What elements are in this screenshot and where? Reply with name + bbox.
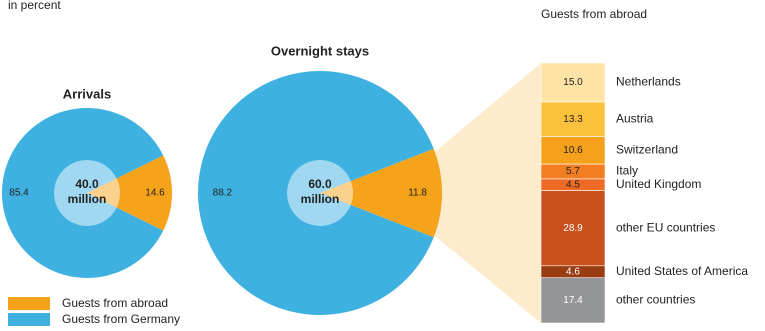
pie-value-label: 11.8: [408, 188, 427, 199]
center-unit: million: [68, 192, 107, 206]
bar-title: Guests from abroad: [541, 7, 647, 21]
center-unit: million: [301, 192, 340, 206]
bar-category-label: other countries: [616, 293, 695, 307]
bar-value-label: 15.0: [563, 77, 583, 88]
legend-swatch: [8, 297, 50, 310]
bar-value-label: 4.5: [566, 179, 580, 190]
connector-fan: [435, 63, 541, 323]
bar-value-label: 13.3: [563, 114, 583, 125]
bar-value-label: 5.7: [566, 166, 580, 177]
bar-category-label: Switzerland: [616, 143, 678, 157]
bar-segment: [540, 101, 606, 137]
pie-value-label: 14.6: [145, 188, 165, 199]
pie-title: Overnight stays: [271, 43, 369, 58]
bar-value-label: 4.6: [566, 266, 580, 277]
pie-value-label: 88.2: [213, 188, 233, 199]
center-value: 40.0: [75, 177, 99, 191]
bar-segment: [540, 277, 606, 324]
bar-category-label: Austria: [616, 111, 654, 125]
inner-slice: [287, 160, 351, 226]
legend-label: Guests from Germany: [62, 312, 180, 326]
bar-value-label: 28.9: [563, 223, 583, 234]
bar-value-label: 17.4: [563, 295, 583, 306]
bar-segment: [540, 62, 606, 103]
bar-segment: [540, 190, 606, 267]
bar-category-label: Netherlands: [616, 75, 681, 89]
bar-category-label: other EU countries: [616, 220, 715, 234]
legend-label: Guests from abroad: [62, 296, 168, 310]
bar-value-label: 10.6: [563, 145, 583, 156]
pie-title: Arrivals: [63, 86, 111, 101]
subtitle: in percent: [8, 0, 61, 12]
center-value: 60.0: [308, 177, 332, 191]
bar-category-label: United States of America: [616, 264, 748, 278]
bar-segment: [540, 136, 606, 165]
bar-category-label: United Kingdom: [616, 177, 701, 191]
inner-slice: [87, 178, 120, 208]
bar-category-label: Italy: [616, 164, 638, 178]
inner-slice: [320, 181, 354, 205]
pie-slice: [320, 148, 442, 238]
legend-swatch: [8, 313, 50, 326]
inner-slice: [53, 160, 117, 226]
pie-slice: [87, 155, 173, 231]
pie-value-label: 85.4: [9, 188, 29, 199]
